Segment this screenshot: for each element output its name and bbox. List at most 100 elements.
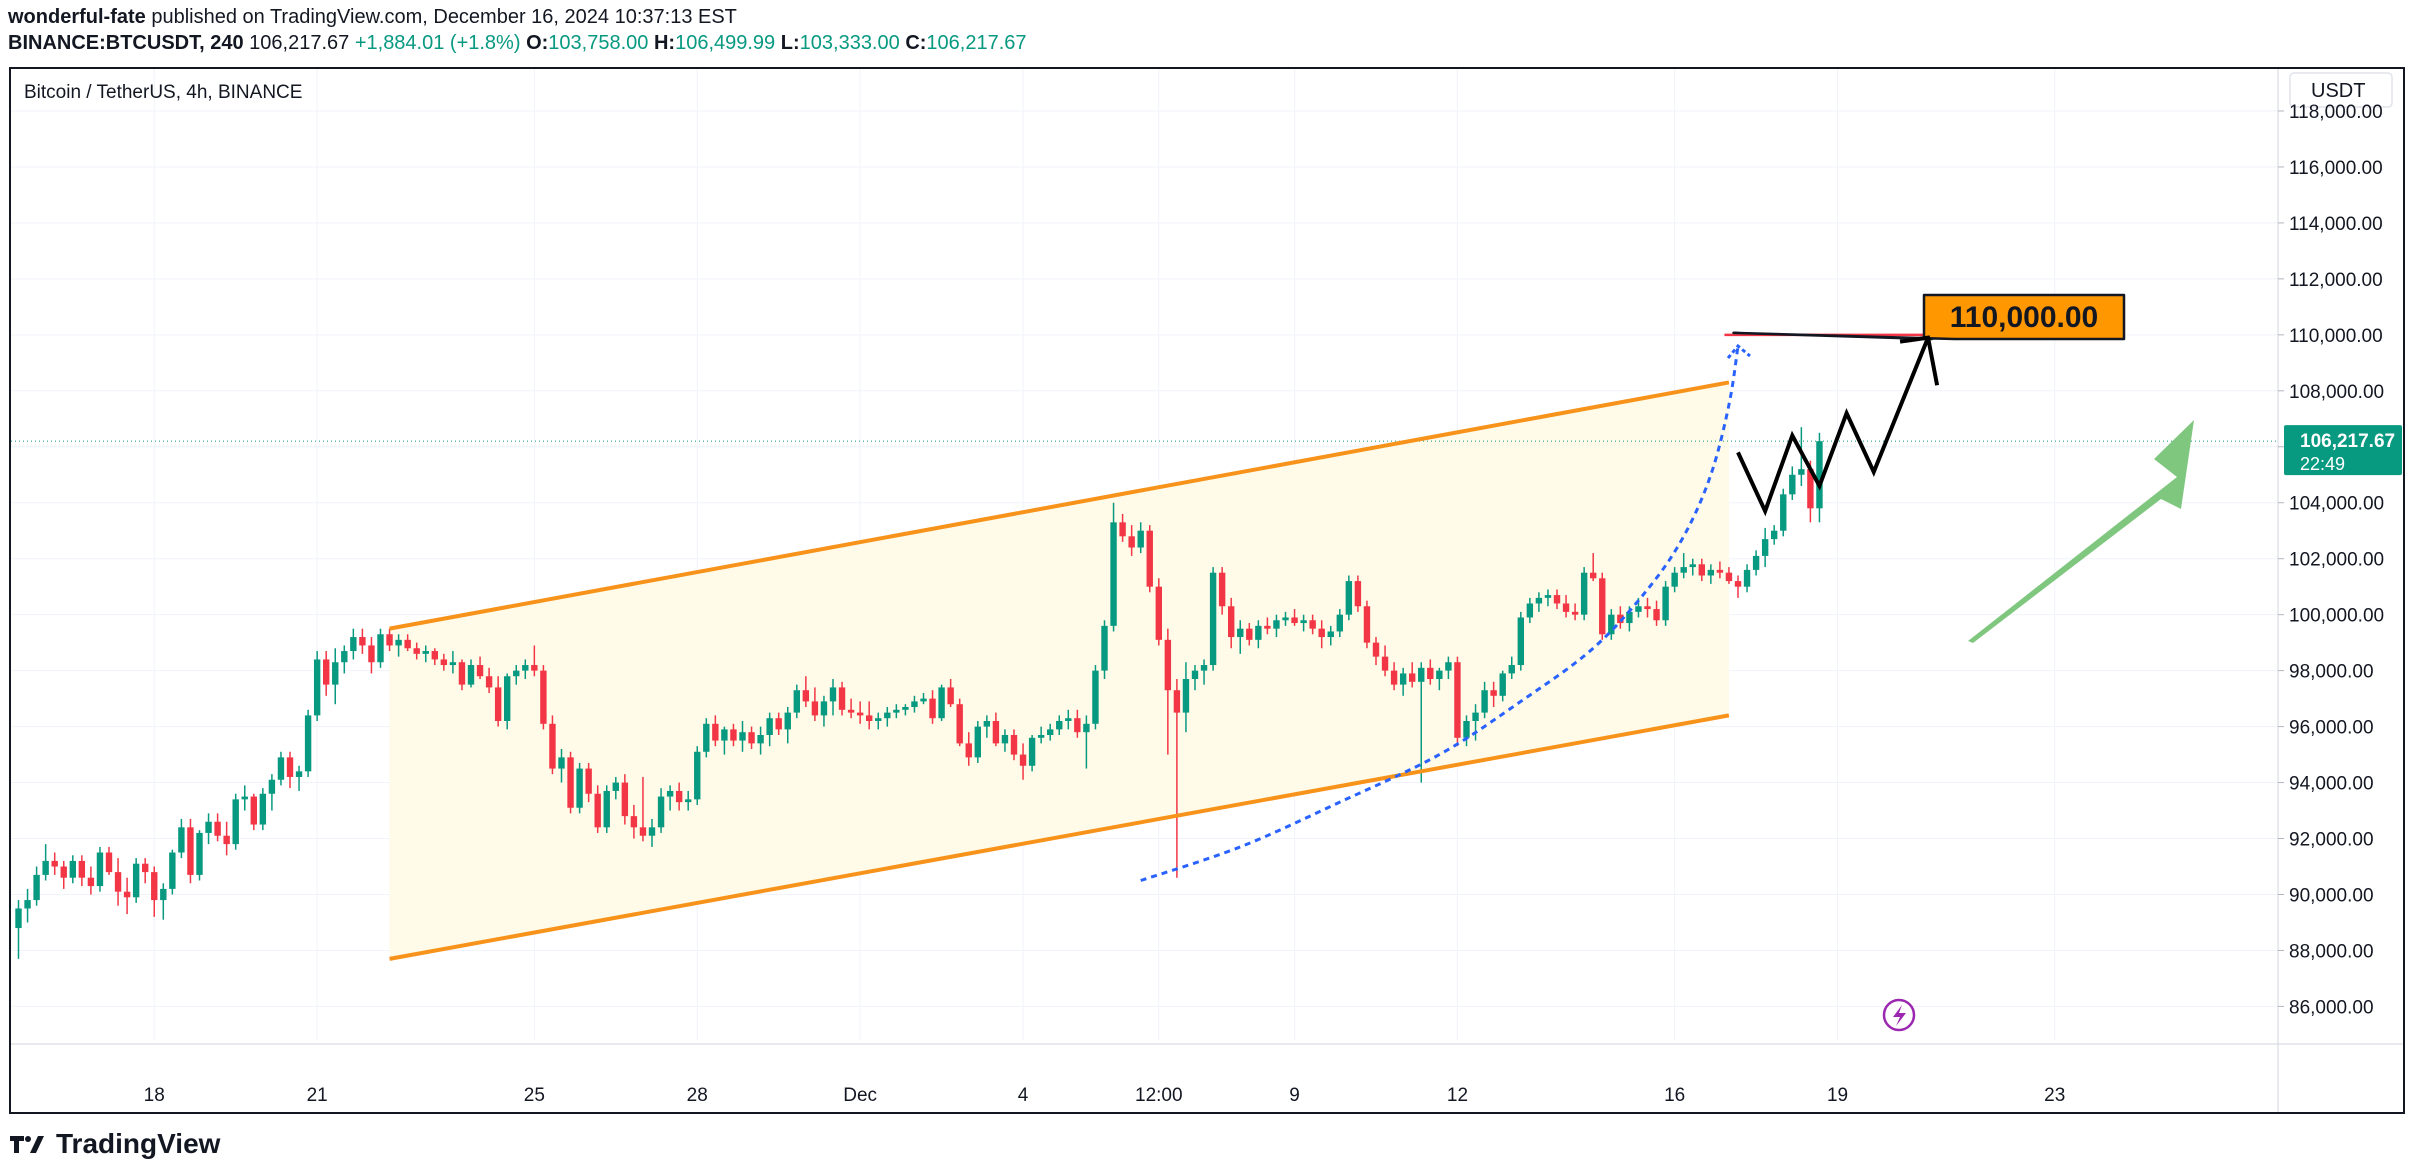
candle [350,628,357,660]
last-price-tag-box [2284,425,2402,476]
candle-body [757,734,764,744]
flash-icon-bolt[interactable] [1893,1005,1906,1026]
candle [820,695,828,727]
currency-button-label[interactable]: USDT [2311,80,2365,102]
flash-icon[interactable] [1882,998,1916,1032]
candle-body [323,659,330,685]
candle [1001,729,1009,752]
candle-body [123,891,131,898]
candle [1608,609,1615,640]
time-tick-label: 19 [1827,1085,1848,1106]
candle [60,860,67,889]
candle [1816,432,1823,523]
candle [531,645,538,677]
candle [866,701,873,730]
candle-body [1490,690,1497,696]
candle [259,788,267,831]
candle [893,704,900,719]
zigzag-path[interactable] [1736,336,1930,517]
candle [413,642,420,660]
candle [549,715,556,775]
candle-body [1725,572,1733,582]
candle [748,726,755,749]
candle [214,813,221,842]
candle-body [69,860,76,878]
candle [1562,595,1570,618]
green-arrow[interactable] [1968,420,2194,643]
candle-body [1553,595,1561,604]
candle-body [1571,611,1579,615]
candle [694,746,701,805]
currency-button-box[interactable] [2289,72,2393,108]
candle [395,634,402,657]
candle-body [368,645,375,663]
candle-body [1680,567,1687,573]
bar-countdown: 22:49 [2300,454,2345,474]
candle [938,684,945,721]
candle [69,855,76,884]
candle-body [1626,611,1633,624]
candle-body [1418,667,1425,682]
candle [1743,564,1751,593]
price-chart[interactable]: 110,000.00 Bitcoin / TetherUS, 4h, BINAN… [11,69,2403,1112]
low-value: 103,333.00 [799,32,900,54]
candle-body [929,698,936,719]
author-name[interactable]: wonderful-fate [8,6,146,28]
publish-info: published on TradingView.com, December 1… [145,6,737,28]
candle-body [1472,712,1479,721]
candle-body [386,634,393,646]
chart-title-text: Bitcoin / TetherUS, 4h, BINANCE [24,82,302,103]
time-tick-label: 18 [144,1085,165,1106]
candle-body [214,821,221,836]
candle-body [585,768,592,794]
candle [1309,614,1316,635]
candle [1119,513,1126,542]
price-tick-label: 94,000.00 [2289,774,2374,795]
candle [983,715,991,738]
price-tick-label: 88,000.00 [2289,941,2374,962]
candle-body [1590,572,1597,579]
candle-body [1698,564,1705,576]
candle [1490,681,1497,708]
candle-body [78,860,86,878]
candle-body [576,768,583,808]
candle [1472,704,1479,741]
candle-body [567,757,574,808]
candle-body [965,743,972,758]
candles [15,427,1823,959]
candle [1725,567,1733,584]
candle [576,762,583,814]
candle [467,659,475,688]
channel-lower-line[interactable] [389,713,1730,961]
candle [1399,667,1407,696]
candle [1318,620,1325,649]
candle [884,707,891,727]
candle [304,709,312,777]
candle-body [1074,718,1081,733]
candle [1218,567,1226,615]
currency-button[interactable]: USDT [2289,72,2393,108]
candle [1300,614,1307,632]
candle [1752,550,1760,576]
candle-body [1345,581,1353,615]
candle-body [51,860,58,867]
candle [1228,597,1235,649]
candle [730,723,737,747]
candle-body [449,662,457,666]
footer-brand[interactable]: TradingView [8,1128,220,1160]
channel-upper-line[interactable] [389,380,1730,631]
candle [603,785,610,833]
candle-body [1065,718,1072,721]
candle-body [1743,569,1751,587]
candle [187,818,194,884]
candle-body [1580,572,1588,615]
candle [1599,572,1606,640]
projection-curve[interactable] [1140,345,1740,882]
target-callout[interactable]: 110,000.00 [1732,293,2126,341]
candle [449,651,457,674]
candle [250,793,257,831]
candle [1336,609,1343,638]
candle [1780,488,1787,537]
candle-body [1209,572,1217,666]
candle-body [1010,734,1018,755]
